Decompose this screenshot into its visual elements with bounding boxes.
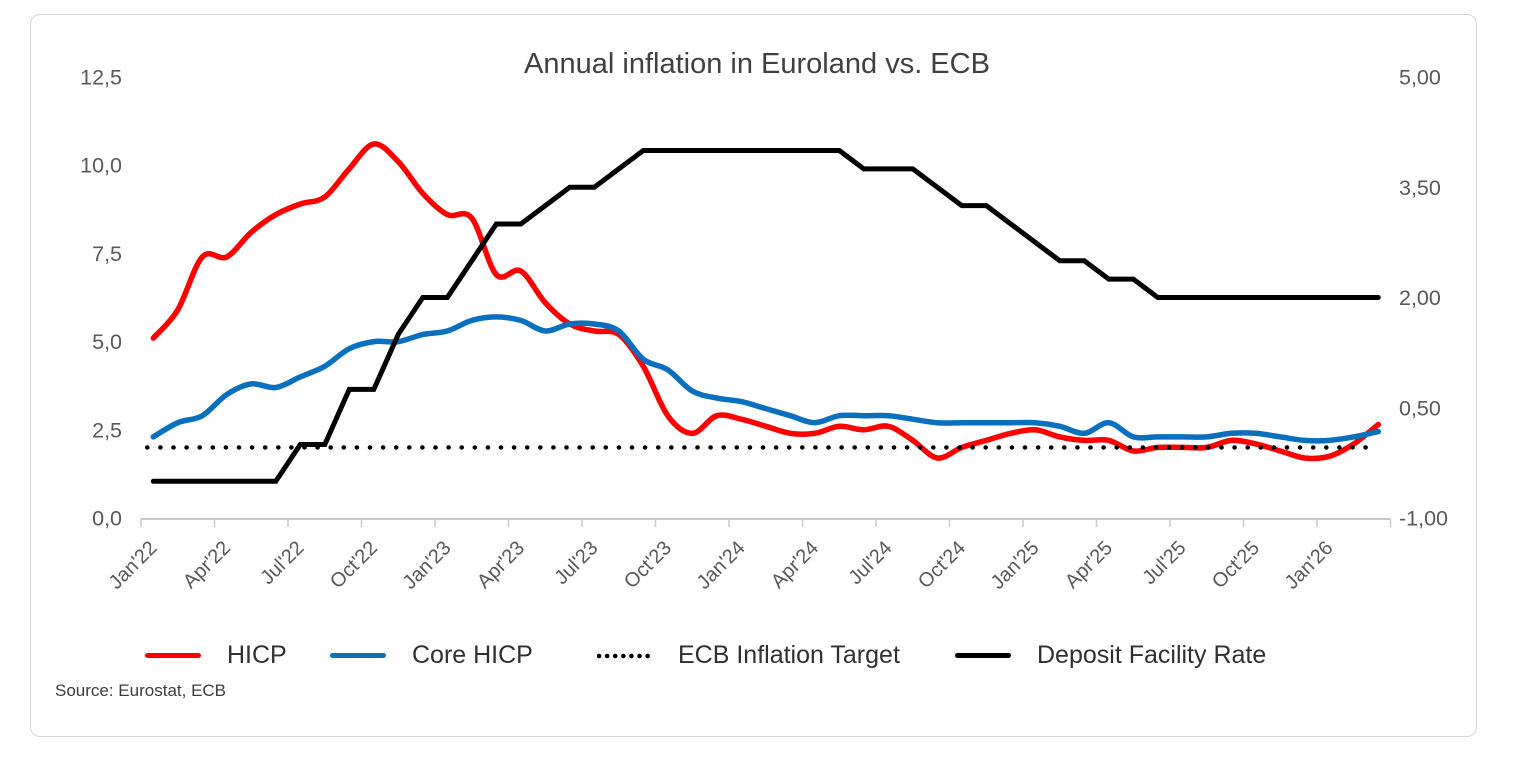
x-tick-label: Apr'23 bbox=[473, 537, 529, 593]
right-axis-tick-label: -1,00 bbox=[1399, 507, 1448, 531]
legend-swatch-solid bbox=[330, 652, 386, 658]
left-axis-tick-label: 12,5 bbox=[80, 66, 122, 90]
chart-frame bbox=[30, 14, 1477, 737]
legend-item-core-hicp: Core HICP bbox=[330, 638, 533, 672]
x-tick-label: Oct'23 bbox=[620, 537, 676, 593]
x-tick-label: Jul'23 bbox=[550, 537, 602, 589]
legend-swatch-solid bbox=[955, 652, 1011, 658]
x-tick-label: Jan'23 bbox=[399, 537, 456, 594]
x-tick-label: Jan'25 bbox=[987, 537, 1044, 594]
x-tick-label: Apr'25 bbox=[1061, 537, 1117, 593]
x-tick-label: Jul'22 bbox=[256, 537, 308, 589]
x-tick-label: Jan'24 bbox=[693, 537, 750, 594]
left-axis-tick-label: 0,0 bbox=[92, 507, 122, 531]
right-axis-tick-label: 2,00 bbox=[1399, 286, 1441, 310]
right-axis-tick-label: 3,50 bbox=[1399, 176, 1441, 200]
x-tick-label: Oct'24 bbox=[914, 537, 970, 593]
legend-label: ECB Inflation Target bbox=[678, 640, 900, 669]
left-axis-tick-label: 7,5 bbox=[92, 242, 122, 266]
hicp-line bbox=[150, 141, 1382, 462]
left-axis-tick-label: 5,0 bbox=[92, 330, 122, 354]
x-tick-label: Oct'25 bbox=[1208, 537, 1264, 593]
legend-item-hicp: HICP bbox=[145, 638, 287, 672]
x-tick-label: Apr'22 bbox=[179, 537, 235, 593]
source-note: Source: Eurostat, ECB bbox=[55, 681, 227, 700]
legend-swatch-solid bbox=[145, 652, 201, 658]
right-axis-tick-label: 0,50 bbox=[1399, 396, 1441, 420]
x-tick-label: Oct'22 bbox=[326, 537, 382, 593]
legend-item-ecb-inflation-target: ECB Inflation Target bbox=[596, 638, 900, 672]
chart-title: Annual inflation in Euroland vs. ECB bbox=[524, 48, 990, 80]
core-hicp-line bbox=[150, 314, 1382, 444]
legend-label: Core HICP bbox=[412, 640, 533, 669]
x-tick-label: Jul'24 bbox=[844, 537, 896, 589]
left-axis-tick-label: 10,0 bbox=[80, 154, 122, 178]
x-tick-label: Jan'26 bbox=[1281, 537, 1338, 594]
x-tick-label: Jul'25 bbox=[1138, 537, 1190, 589]
x-tick-label: Jan'22 bbox=[105, 537, 162, 594]
x-tick-label: Apr'24 bbox=[767, 537, 823, 593]
legend-item-deposit-facility-rate: Deposit Facility Rate bbox=[955, 638, 1266, 672]
legend-label: Deposit Facility Rate bbox=[1037, 640, 1267, 669]
left-axis-tick-label: 2,5 bbox=[92, 418, 122, 442]
deposit-facility-rate-line bbox=[150, 148, 1381, 484]
right-axis-tick-label: 5,00 bbox=[1399, 66, 1441, 90]
legend-label: HICP bbox=[227, 640, 287, 669]
legend-swatch-dotted bbox=[596, 653, 652, 658]
